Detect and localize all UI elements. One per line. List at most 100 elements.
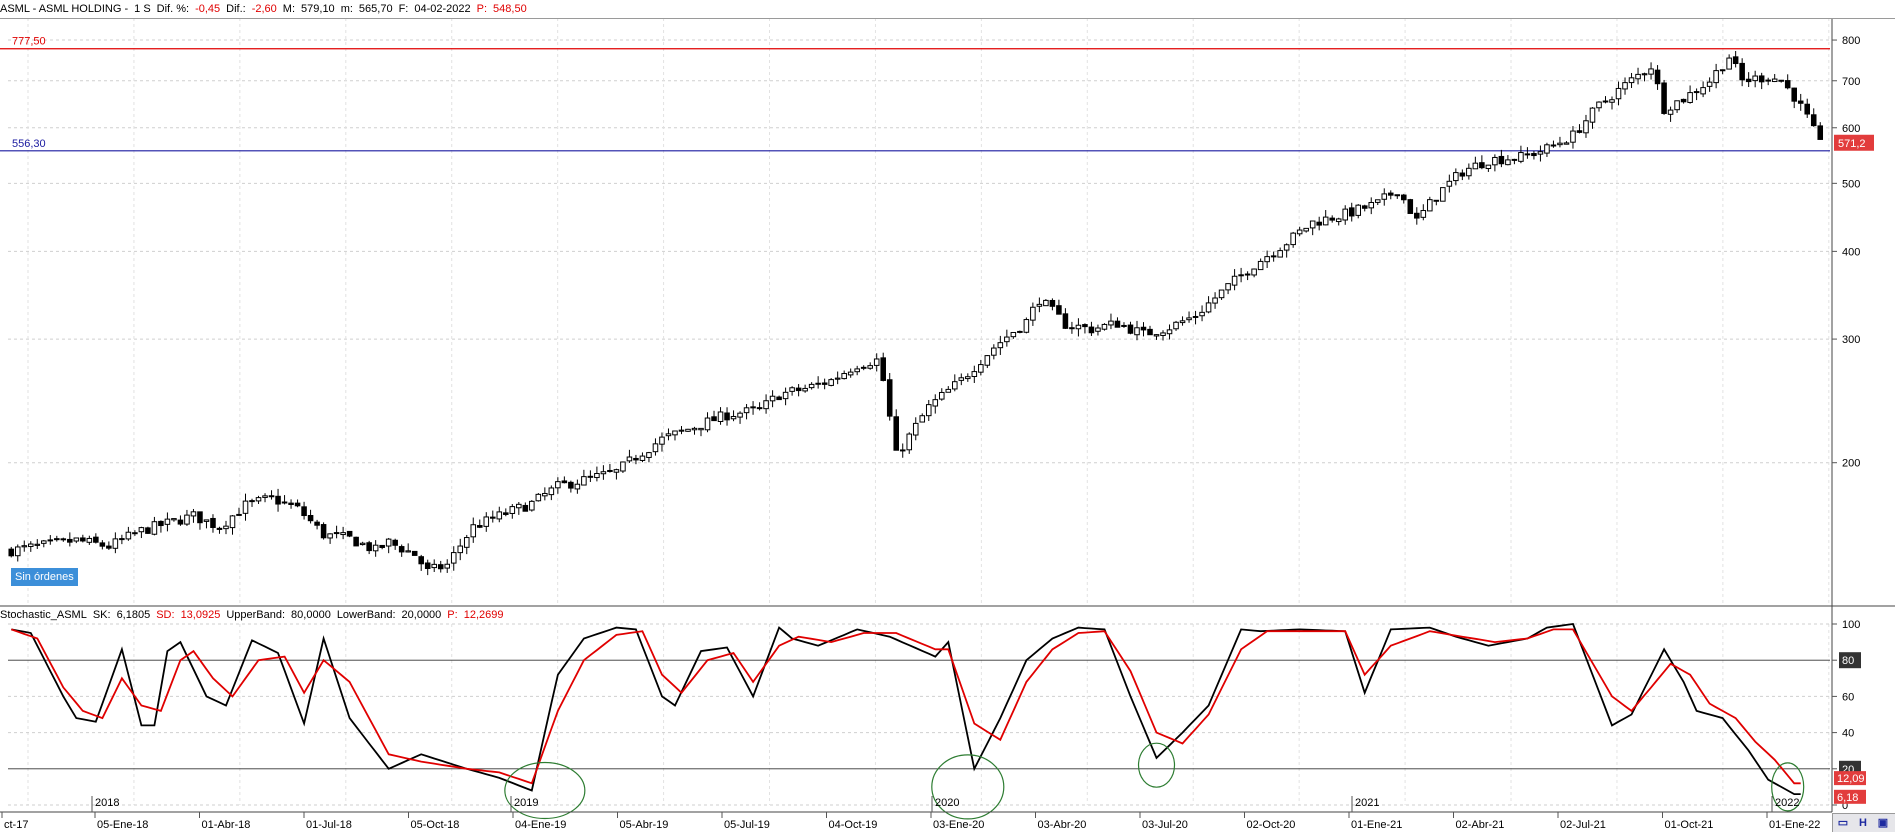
candle-body <box>346 530 353 537</box>
year-label: 2020 <box>935 797 959 809</box>
candle-body <box>1414 212 1420 219</box>
candle-body <box>210 517 216 528</box>
date-label: 03-Jul-20 <box>1142 819 1188 831</box>
min-value: 565,70 <box>358 3 393 15</box>
candle-body <box>1303 227 1309 232</box>
candle-body <box>229 515 236 529</box>
candle-body <box>574 483 581 490</box>
candle-body <box>1817 125 1824 140</box>
candle-body <box>594 473 600 479</box>
candle-body <box>646 452 652 458</box>
candle-body <box>34 543 41 546</box>
candle-body <box>958 377 965 381</box>
candle-body <box>912 422 919 436</box>
candle-body <box>223 525 229 530</box>
indicator-name: Stochastic_ASML <box>0 609 87 621</box>
price-gridlines <box>8 18 1830 606</box>
candle-body <box>490 516 496 519</box>
price-label: P: <box>476 3 488 15</box>
candle-body <box>938 391 945 400</box>
candle-body <box>1550 144 1557 147</box>
candle-body <box>1654 69 1661 85</box>
price-level-lines[interactable]: 777,50 556,30 <box>0 36 1830 152</box>
stochastic-lines <box>10 623 1801 795</box>
candle-body <box>1134 327 1140 336</box>
oscillator-tick-label: 0 <box>1842 800 1848 812</box>
candle-body <box>991 347 997 356</box>
candle-body <box>1316 221 1322 226</box>
h-icon[interactable]: H <box>1859 817 1867 829</box>
candle-body <box>275 495 281 505</box>
orders-badge[interactable]: Sin órdenes <box>11 568 78 586</box>
candle-body <box>177 519 184 525</box>
candle-body <box>385 538 392 547</box>
candle-body <box>1205 302 1212 313</box>
sk-value-tag-label: 6,18 <box>1837 792 1858 804</box>
candle-body <box>1667 109 1674 115</box>
candle-body <box>1075 324 1082 330</box>
candle-body <box>359 542 366 546</box>
date-axis[interactable]: ct-17 05-Ene-18 01-Abr-18 01-Jul-18 05-Oct-1… <box>1 796 1820 831</box>
corner-toolbar: ▭ H ▣ <box>1832 813 1895 832</box>
candle-body <box>307 515 314 522</box>
price-info-bar: ASML - ASML HOLDING - 1 S Dif. %: -0,45 Dif.… <box>0 0 1895 19</box>
date-label: 05-Oct-18 <box>411 819 460 831</box>
candle-body <box>1348 207 1355 217</box>
max-value: 579,10 <box>301 3 335 15</box>
candle-body <box>1758 75 1765 83</box>
sd-label: SD: <box>156 609 175 621</box>
candle-body <box>737 412 743 418</box>
price-tick-label: 400 <box>1842 246 1860 258</box>
candle-body <box>1693 91 1700 94</box>
price-tick-label: 800 <box>1842 35 1860 47</box>
candle-body <box>828 379 834 386</box>
candle-body <box>691 427 698 431</box>
candle-body <box>847 371 854 376</box>
candle-body <box>1459 172 1466 177</box>
candle-body <box>1244 273 1251 276</box>
candle-body <box>1329 217 1335 221</box>
candle-body <box>1440 187 1446 202</box>
candle-body <box>1505 159 1511 166</box>
candle-body <box>899 449 906 452</box>
candle-body <box>509 506 516 514</box>
candle-body <box>808 383 815 389</box>
candle-body <box>730 415 737 420</box>
candle-body <box>463 537 470 548</box>
sk-value-tag <box>1834 789 1866 804</box>
oscillator-gridlines <box>8 623 1830 806</box>
candle-body <box>886 379 893 417</box>
candle-body <box>21 545 28 548</box>
stochastic-line <box>11 623 1801 795</box>
window-icon[interactable]: ▭ <box>1837 817 1849 829</box>
candle-body <box>1121 324 1127 327</box>
price-axis[interactable]: 200 300 400 500 600 700 800 571,2 <box>1832 35 1874 470</box>
candle-body <box>1609 99 1615 103</box>
candle-body <box>581 476 587 486</box>
lowerband-value: 20,0000 <box>401 609 442 621</box>
candle-body <box>138 527 145 533</box>
sd-value: 13,0925 <box>180 609 221 621</box>
layout-icon[interactable]: ▣ <box>1877 817 1889 829</box>
candle-body <box>1713 70 1719 84</box>
candle-body <box>1199 311 1205 317</box>
candle-body <box>1778 79 1784 82</box>
candle-body <box>496 511 503 520</box>
candle-body <box>1752 75 1758 82</box>
candle-body <box>1719 69 1726 72</box>
candle-body <box>1622 82 1628 90</box>
candle-body <box>1804 103 1811 115</box>
candle-body <box>158 520 164 527</box>
candle-body <box>984 355 991 366</box>
candle-body <box>151 521 158 535</box>
candle-body <box>1518 152 1524 162</box>
candle-body <box>411 550 418 556</box>
candle-body <box>431 563 437 569</box>
candle-body <box>867 365 873 369</box>
candle-body <box>1739 62 1745 81</box>
candle-body <box>1374 199 1381 203</box>
candle-body <box>1576 130 1583 133</box>
candle-body <box>1557 142 1563 146</box>
